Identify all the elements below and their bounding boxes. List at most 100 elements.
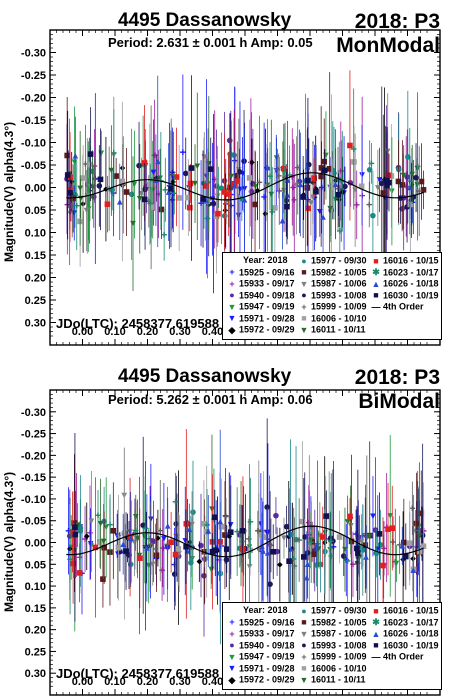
data-point [141,196,148,203]
legend-entry: ■ 16006 - 10/10 [297,663,366,673]
y-axis-label: Magnitude(V) alpha(4.3°) [2,471,16,612]
data-point [304,561,311,568]
data-point [413,520,420,527]
legend-symbol-icon: ● [229,640,235,651]
legend-symbol-icon: ✱ [372,267,380,278]
data-point [190,509,196,515]
legend-label: 16016 - 10/15 [383,255,439,266]
data-point [366,533,373,540]
data-point [221,189,228,195]
data-point [201,572,207,579]
data-point [83,207,90,214]
legend-entry: ▼ 15987 - 10/06 [297,278,367,289]
data-point [70,560,76,567]
data-point [370,513,376,520]
legend-label: 16006 - 10/10 [311,313,367,324]
legend-label: 16026 - 10/18 [383,628,439,639]
legend-symbol-icon: ▼ [227,651,237,662]
data-point [380,562,386,569]
legend-entry: ◆ 15972 - 09/29 [225,674,295,685]
legend-symbol-icon: + [229,267,235,278]
legend-label: 15982 - 10/05 [311,617,367,628]
legend-label: 15977 - 09/30 [311,255,367,266]
data-point [185,194,192,201]
data-point [212,547,219,554]
data-point [407,201,414,208]
data-point [321,158,328,165]
legend-symbol-icon: ■ [373,640,379,651]
data-point [389,188,395,195]
data-point [283,523,290,530]
data-point [87,540,94,547]
data-point [153,552,160,559]
legend-label: 15999 - 10/09 [311,651,367,662]
data-point [215,210,221,217]
data-point [375,185,381,191]
y-tick-label: 0.30 [25,318,46,330]
legend-symbol-icon: ▼ [299,278,309,289]
data-point [150,169,157,176]
data-point [303,574,310,581]
data-point [355,550,361,556]
legend-symbol-icon: + [301,651,307,662]
data-point [289,545,296,552]
data-point [378,180,385,187]
data-point [319,534,326,540]
data-point [96,183,103,189]
legend-entry: ▲ 16026 - 10/18 [369,278,439,289]
data-point [72,531,79,538]
legend-label: 15971 - 09/28 [239,663,295,674]
legend-symbol-icon: ▼ [227,663,237,674]
legend-year: Year: 2018 [243,255,288,265]
modal-label: BiModal [358,390,440,413]
data-point [395,178,402,185]
legend-label: 15987 - 10/06 [311,628,367,639]
data-point [80,175,86,181]
chart-title: 4495 Dassanowsky [118,366,292,387]
data-point [227,529,234,535]
data-point [283,197,290,204]
y-tick-label: -0.25 [21,429,46,441]
legend-entry: ■ 15982 - 10/05 [297,267,366,277]
lightcurve-panel-monomodal: -0.30 -0.25 -0.20 -0.15 -0.10 -0.05 0.00 0.05 0.… [2,10,442,346]
data-point [192,180,198,187]
data-point [418,178,425,185]
legend-label: 16023 - 10/17 [383,267,439,278]
data-point [173,174,180,180]
data-point [354,545,360,552]
legend-label: 15972 - 09/29 [239,324,295,335]
legend-symbol-icon: ■ [373,290,379,301]
data-point [418,510,425,517]
data-point [83,533,90,540]
legend-symbol-icon: — [371,651,381,662]
y-tick-label: 0.20 [25,625,46,637]
data-point [249,159,255,166]
data-point [200,196,206,202]
y-tick-label: 0.15 [25,250,46,262]
legend-symbol-icon: ◆ [228,674,236,685]
y-tick-label: 0.05 [25,559,46,571]
data-point [76,570,83,576]
y-tick-label: -0.30 [21,407,46,419]
legend-entry: ● 15940 - 09/18 [225,290,294,300]
data-point [264,504,270,510]
data-point [136,195,143,202]
data-point [241,158,247,164]
x-tick-label: 0.10 [104,326,125,338]
legend-symbol-icon: ■ [373,605,379,616]
data-point [386,179,392,186]
legend-entry: ▼ 15987 - 10/06 [297,628,367,639]
data-point [405,154,411,160]
data-point [227,184,233,191]
legend-symbol-icon: + [229,617,235,628]
x-tick-label: 0.20 [137,676,158,688]
data-point [157,175,163,182]
data-points [65,418,427,678]
y-tick-label: 0.25 [25,295,46,307]
data-point [101,544,107,551]
legend-label: 15987 - 10/06 [311,278,367,289]
data-point [88,518,95,525]
data-point [262,210,269,217]
data-point [321,167,328,174]
data-point [323,513,330,519]
